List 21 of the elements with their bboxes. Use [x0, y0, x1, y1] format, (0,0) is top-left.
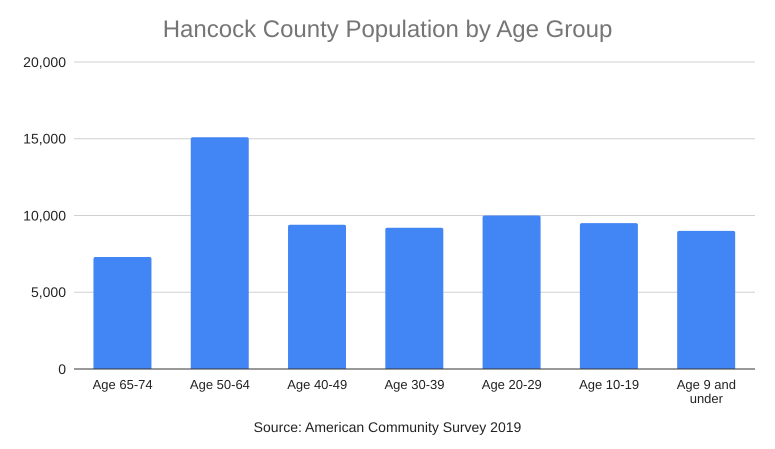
chart-title: Hancock County Population by Age Group: [162, 15, 614, 45]
x-tick-label: Age 10-19: [579, 377, 640, 392]
x-tick-label: Age 20-29: [482, 377, 542, 392]
bar: [190, 137, 249, 369]
bar: [288, 224, 346, 369]
bar: [482, 216, 541, 369]
x-tick-label: Age 40-49: [287, 377, 348, 392]
bar: [677, 230, 736, 369]
y-tick-label: 15,000: [23, 130, 66, 147]
bar: [93, 256, 152, 369]
x-tick-label: Age 50-64: [190, 377, 250, 392]
x-tick-label: Age 30-39: [384, 377, 444, 392]
y-tick-label: 20,000: [23, 54, 66, 70]
y-tick-label: 5,000: [30, 284, 66, 300]
bar: [385, 228, 444, 369]
y-tick-label: 0: [58, 360, 66, 377]
bar: [580, 223, 638, 369]
x-tick-label: Age 9 and under: [676, 377, 736, 406]
source-note: Source: American Community Survey 2019: [252, 419, 522, 435]
x-tick-label: Age 65-74: [92, 377, 153, 392]
y-tick-label: 10,000: [23, 207, 66, 224]
